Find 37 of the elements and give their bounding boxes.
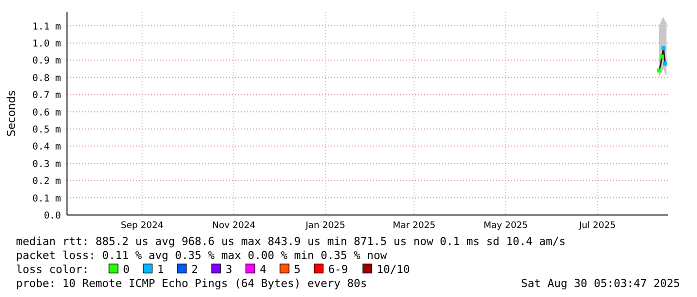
point	[656, 68, 661, 72]
x-tick-label: Mar 2025	[392, 221, 436, 231]
text: median rtt: 885.2 us avg 968.6 us max 843.9 us min 871.5 us now 0.1 ms sd 10.4 am/s	[16, 235, 566, 248]
y-tick-label: 0.8 m	[32, 72, 62, 84]
line-series	[658, 47, 668, 72]
x-tick-label: May 2025	[484, 221, 528, 231]
y-tick-label: 1.1 m	[32, 21, 62, 32]
legend-label: 10/10	[376, 263, 410, 276]
point	[660, 54, 664, 59]
point	[662, 62, 667, 66]
y-tick-label: 0.0	[44, 210, 62, 222]
y-axis-title: Seconds	[5, 90, 18, 137]
point	[661, 46, 666, 50]
y-tick-label: 0.6 m	[32, 107, 62, 118]
y-tick-label: 0.1 m	[32, 193, 62, 204]
x-tick-label: Sep 2024	[120, 221, 164, 231]
legend-title: loss color:	[16, 263, 89, 276]
legend-label: 2	[191, 263, 198, 276]
legend-label: 0	[123, 263, 130, 276]
y-tick-label: 0.7 m	[32, 90, 62, 102]
text: Sat Aug 30 05:03:47 2025	[521, 277, 680, 290]
legend-label: 1	[157, 263, 164, 276]
x-tick-label: Jan 2025	[304, 221, 346, 231]
x-tick-label: Nov 2024	[212, 221, 256, 231]
y-tick-label: 0.3 m	[32, 158, 62, 170]
y-tick-label: 0.2 m	[32, 176, 62, 188]
y-tick-label: 0.4 m	[32, 142, 62, 153]
text: probe: 10 Remote ICMP Echo Pings (64 Bytes) every 80s	[16, 277, 367, 290]
legend-label: 3	[226, 263, 232, 276]
legend-label: 6-9	[328, 263, 348, 276]
legend-label: 4	[260, 263, 267, 276]
text: packet loss: 0.11 % avg 0.35 % max 0.00 % min 0.35 % now	[16, 249, 388, 262]
y-tick-label: 0.5 m	[32, 124, 62, 136]
x-tick-label: Jul 2025	[578, 221, 616, 231]
legend-label: 5	[294, 263, 301, 276]
y-tick-label: 1.0 m	[32, 38, 62, 50]
y-tick-label: 0.9 m	[32, 56, 62, 67]
